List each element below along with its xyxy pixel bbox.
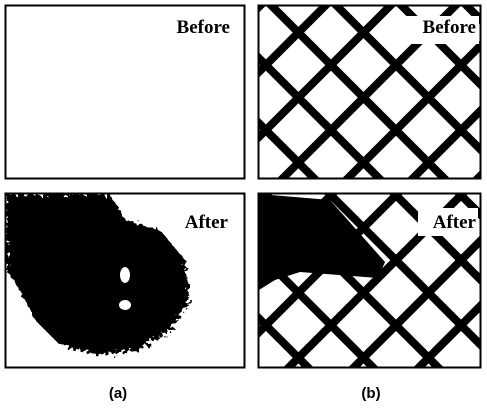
label-bg: [418, 208, 478, 236]
panel-b-before: [257, 4, 482, 180]
caption: (b): [361, 385, 380, 402]
panel-b-after: [257, 192, 482, 369]
before-label: Before: [177, 17, 230, 38]
stain: [6, 194, 190, 355]
label-bg: [405, 16, 479, 44]
after-label: After: [433, 212, 477, 233]
caption: (a): [109, 385, 127, 402]
after-label: After: [185, 212, 229, 233]
panel-a-before: [4, 4, 246, 180]
before-label: Before: [423, 17, 476, 38]
label-bg: [168, 206, 232, 236]
